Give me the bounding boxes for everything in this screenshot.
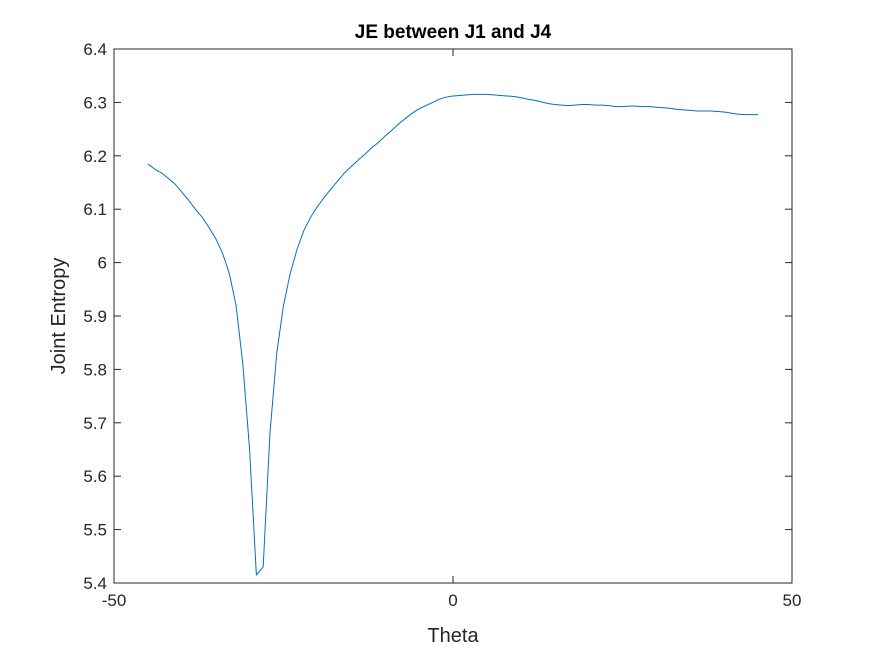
y-tick-label: 6 xyxy=(98,254,107,273)
y-tick-label: 5.7 xyxy=(83,414,107,433)
y-tick-label: 5.9 xyxy=(83,307,107,326)
x-tick-label: 0 xyxy=(448,591,457,610)
y-tick-label: 5.4 xyxy=(83,574,107,593)
y-tick-label: 5.8 xyxy=(83,360,107,379)
y-tick-label: 6.4 xyxy=(83,40,107,59)
y-tick-label: 6.2 xyxy=(83,147,107,166)
x-tick-label: 50 xyxy=(783,591,802,610)
y-tick-label: 6.1 xyxy=(83,200,107,219)
y-axis-label: Joint Entropy xyxy=(48,258,70,375)
series-layer xyxy=(147,93,759,576)
x-axis-label: Theta xyxy=(427,625,479,647)
x-tick-label: -50 xyxy=(102,591,127,610)
plot-area xyxy=(114,49,792,583)
series-line-1 xyxy=(147,93,759,576)
y-tick-label: 5.6 xyxy=(83,467,107,486)
y-tick-label: 5.5 xyxy=(83,521,107,540)
y-tick-label: 6.3 xyxy=(83,93,107,112)
y-axis: 5.4 5.5 5.6 5.7 5.8 5.9 6 6.1 6.2 6.3 6.4 xyxy=(83,40,792,593)
x-axis: -50 0 50 xyxy=(102,49,802,610)
chart-title: JE between J1 and J4 xyxy=(355,22,552,43)
